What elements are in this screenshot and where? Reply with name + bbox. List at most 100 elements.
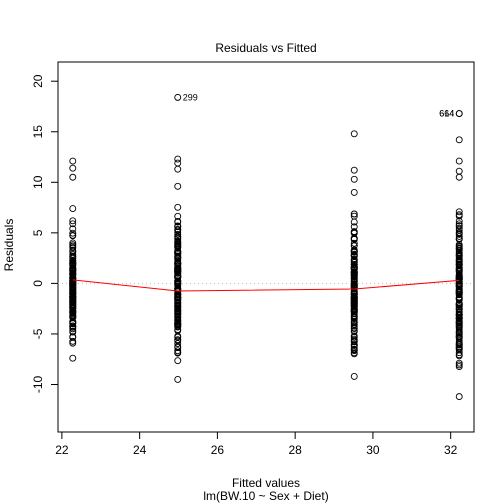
residual-point <box>455 296 463 304</box>
y-tick-label: -10 <box>31 375 45 393</box>
residual-point <box>455 279 463 287</box>
residual-point <box>174 307 182 315</box>
residual-point <box>174 155 182 163</box>
residual-point <box>455 173 463 181</box>
residual-point <box>350 292 358 300</box>
residual-point <box>174 305 182 313</box>
residual-point <box>350 270 358 278</box>
residual-point <box>69 229 77 237</box>
residual-point <box>174 233 182 240</box>
residual-point <box>455 217 463 225</box>
residual-point <box>69 305 77 313</box>
residual-point <box>69 244 77 252</box>
residual-point <box>350 166 358 174</box>
x-axis-title: Fitted values <box>232 476 300 490</box>
residual-point <box>174 231 182 238</box>
residual-point <box>69 314 77 322</box>
residual-point <box>174 302 182 310</box>
residual-point <box>455 167 463 175</box>
residual-point <box>174 333 182 341</box>
residual-point <box>174 347 182 355</box>
residual-point <box>174 357 182 365</box>
residual-point <box>350 337 358 345</box>
residual-point <box>455 136 463 144</box>
residual-point <box>174 240 182 248</box>
y-tick-label: -5 <box>31 328 45 339</box>
residual-point <box>455 331 463 339</box>
x-tick-label: 32 <box>444 443 458 457</box>
residual-point <box>350 223 358 231</box>
outlier-point <box>174 93 182 101</box>
residual-point <box>69 157 77 165</box>
residual-point <box>350 210 358 218</box>
residual-point <box>455 393 463 401</box>
smooth-line <box>72 279 460 292</box>
residual-point <box>174 251 182 259</box>
residual-point <box>350 275 358 283</box>
chart-title: Residuals vs Fitted <box>215 41 316 55</box>
residual-point <box>350 261 358 269</box>
residual-point <box>455 317 463 325</box>
residual-point <box>69 354 77 362</box>
residual-point <box>69 225 77 233</box>
x-tick-label: 24 <box>133 443 147 457</box>
residual-point <box>350 228 358 236</box>
residual-point <box>174 235 182 243</box>
residual-point <box>455 208 463 216</box>
residual-point <box>174 253 182 261</box>
residual-point <box>455 230 463 238</box>
residual-point <box>455 283 463 291</box>
residual-point <box>174 285 182 293</box>
residual-point <box>350 302 358 310</box>
residual-point <box>455 229 463 236</box>
points-layer <box>69 93 463 401</box>
residual-point <box>69 205 77 213</box>
residual-point <box>69 241 77 249</box>
residual-point <box>455 233 463 240</box>
residual-point <box>455 314 463 322</box>
residual-point <box>69 173 77 181</box>
residual-point <box>69 266 77 274</box>
residual-point <box>69 164 77 172</box>
smooth-line-layer <box>72 279 460 292</box>
residual-point <box>455 319 463 327</box>
residual-point <box>350 350 358 358</box>
residual-point <box>174 257 182 265</box>
y-tick-label: 20 <box>31 74 45 88</box>
plot-frame <box>57 61 475 433</box>
residual-point <box>350 239 358 247</box>
residual-point <box>69 274 77 282</box>
residual-point <box>350 347 358 355</box>
residual-point <box>69 337 77 345</box>
axes-layer: 22 24 26 28 30 32 -10 -5 0 5 10 15 20 <box>31 61 475 457</box>
residual-point <box>350 318 358 326</box>
x-tick-label: 28 <box>288 443 302 457</box>
x-tick-label: 22 <box>55 443 69 457</box>
residual-point <box>69 261 77 269</box>
y-tick-label: 5 <box>31 229 45 236</box>
residual-point <box>350 242 358 250</box>
residual-point <box>69 248 77 255</box>
residual-point <box>174 343 182 350</box>
residual-point <box>455 359 463 367</box>
residual-point <box>350 130 358 138</box>
residual-point <box>350 322 358 330</box>
x-tick-label: 26 <box>211 443 225 457</box>
residual-point <box>455 275 463 283</box>
residual-point <box>174 218 182 226</box>
y-tick-label: 0 <box>31 280 45 287</box>
residual-point <box>350 327 358 334</box>
residual-point <box>69 312 77 320</box>
residual-point <box>350 175 358 183</box>
residual-point <box>350 212 358 220</box>
residual-point <box>455 361 463 369</box>
residual-point <box>174 320 182 328</box>
residual-point <box>350 268 358 276</box>
residual-point <box>350 294 358 302</box>
residual-point <box>174 317 182 325</box>
residual-point <box>350 252 358 260</box>
residual-point <box>69 290 77 298</box>
residual-point <box>455 262 463 270</box>
residual-point <box>174 228 182 236</box>
